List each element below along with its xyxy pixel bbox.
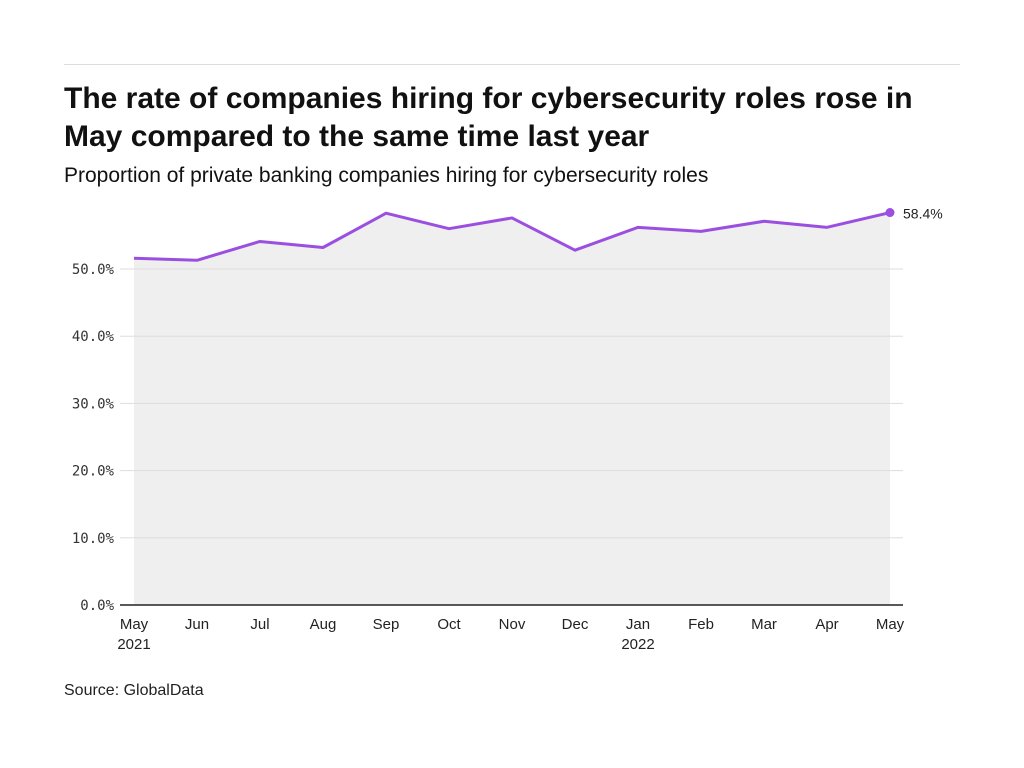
x-tick-label: Nov xyxy=(499,616,526,633)
x-year-label: 2022 xyxy=(621,636,654,653)
x-tick-label: Jun xyxy=(185,616,209,633)
y-tick-label: 40.0% xyxy=(72,329,115,345)
x-tick-label: May xyxy=(876,616,905,633)
y-tick-label: 20.0% xyxy=(72,464,115,480)
y-tick-label: 10.0% xyxy=(72,531,115,547)
x-tick-label: Dec xyxy=(562,616,589,633)
x-tick-label: Jul xyxy=(250,616,269,633)
x-tick-label: Feb xyxy=(688,616,714,633)
x-tick-label: Aug xyxy=(310,616,337,633)
area-fill xyxy=(134,212,890,605)
x-tick-label: Sep xyxy=(373,616,400,633)
chart-subtitle: Proportion of private banking companies … xyxy=(64,164,709,187)
end-value-label: 58.4% xyxy=(903,206,943,222)
top-rule xyxy=(64,64,960,65)
data-line xyxy=(133,211,891,262)
y-tick-label: 50.0% xyxy=(72,262,115,278)
y-tick-label: 30.0% xyxy=(72,396,115,412)
x-tick-label: Mar xyxy=(751,616,777,633)
source-note: Source: GlobalData xyxy=(64,682,204,699)
x-year-label: 2021 xyxy=(117,636,150,653)
x-tick-label: Oct xyxy=(437,616,461,633)
chart-title: The rate of companies hiring for cyberse… xyxy=(64,82,913,153)
y-tick-label: 0.0% xyxy=(80,598,114,614)
data-point xyxy=(885,208,895,218)
x-tick-label: May xyxy=(120,616,149,633)
x-tick-label: Apr xyxy=(815,616,838,633)
x-tick-label: Jan xyxy=(626,616,650,633)
